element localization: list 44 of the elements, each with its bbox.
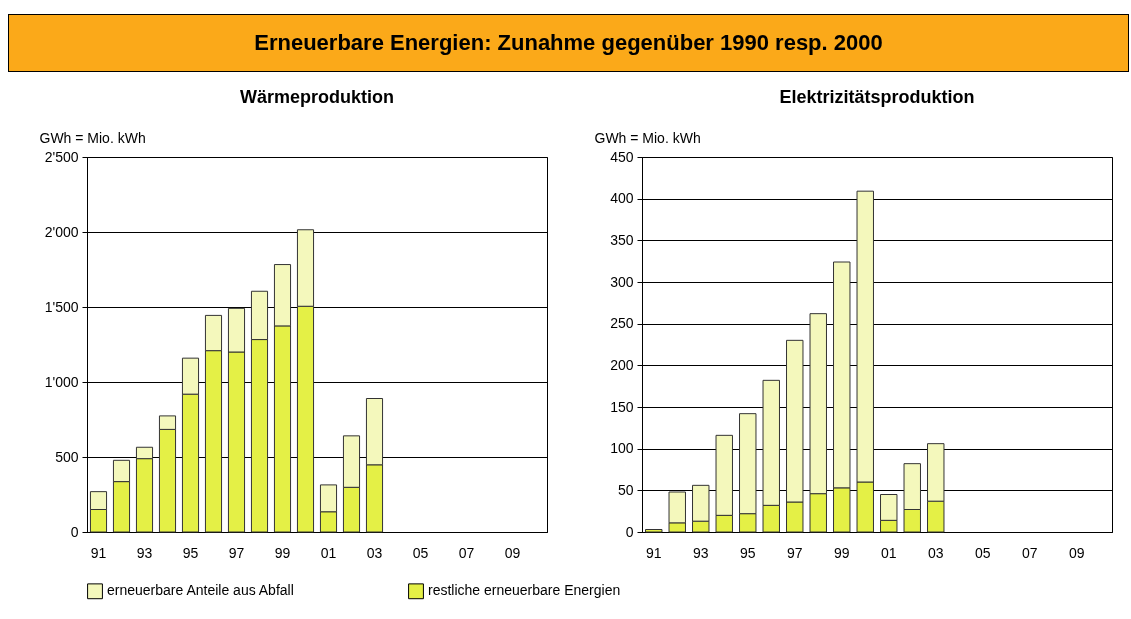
- x-tick-label: 97: [228, 544, 245, 561]
- x-tick-label: 99: [274, 544, 291, 561]
- y-tick-label: 200: [610, 356, 634, 373]
- y-tick-label: 300: [610, 273, 634, 290]
- x-tick-label: 03: [927, 544, 944, 561]
- x-tick-label: 05: [974, 544, 991, 561]
- x-tick-label: 95: [182, 544, 199, 561]
- text: Erneuerbare Energien: Zunahme gegenüber 1990 resp. 2000: [8, 14, 1129, 72]
- y-tick-label: 50: [617, 481, 634, 498]
- x-tick-label: 97: [786, 544, 803, 561]
- y-tick-label: 150: [610, 398, 634, 415]
- chart-title: Wärmeproduktion: [239, 87, 395, 107]
- x-tick-label: 01: [880, 544, 897, 561]
- x-tick-label: 93: [136, 544, 153, 561]
- legend-label: restliche erneuerbare Energien: [428, 582, 621, 599]
- y-tick-label: 1'000: [44, 373, 79, 390]
- x-tick-label: 01: [320, 544, 337, 561]
- x-tick-label: 03: [366, 544, 383, 561]
- y-tick-label: 100: [610, 440, 634, 457]
- chart-title: Elektrizitätsproduktion: [779, 87, 975, 107]
- x-tick-label: 95: [739, 544, 756, 561]
- x-tick-label: 07: [458, 544, 475, 561]
- x-tick-label: 05: [412, 544, 429, 561]
- y-axis-title: GWh = Mio. kWh: [594, 129, 701, 146]
- x-tick-label: 07: [1021, 544, 1038, 561]
- legend-label: erneuerbare Anteile aus Abfall: [107, 582, 294, 599]
- y-tick-label: 500: [55, 448, 79, 465]
- y-tick-label: 2'000: [44, 223, 79, 240]
- x-tick-label: 91: [90, 544, 107, 561]
- y-tick-label: 0: [625, 523, 634, 540]
- x-tick-label: 99: [833, 544, 850, 561]
- y-axis-title: GWh = Mio. kWh: [39, 129, 146, 146]
- x-tick-label: 09: [504, 544, 521, 561]
- bar: [645, 529, 663, 533]
- x-tick-label: 91: [645, 544, 662, 561]
- y-tick-label: 400: [610, 190, 634, 207]
- y-tick-label: 0: [70, 523, 79, 540]
- y-tick-label: 1'500: [44, 298, 79, 315]
- x-tick-label: 09: [1068, 544, 1085, 561]
- x-tick-label: 93: [692, 544, 709, 561]
- y-tick-label: 250: [610, 315, 634, 332]
- y-tick-label: 450: [610, 148, 634, 165]
- y-tick-label: 2'500: [44, 148, 79, 165]
- y-tick-label: 350: [610, 231, 634, 248]
